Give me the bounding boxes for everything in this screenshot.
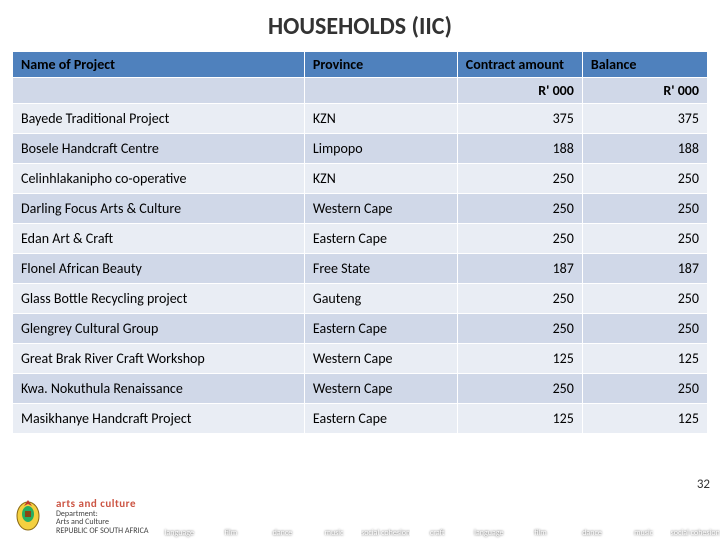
- footer-tile: language: [464, 494, 514, 540]
- footer-tile-label: language: [165, 528, 194, 540]
- footer-image-strip: language film dance music social cohesion cra…: [154, 494, 720, 540]
- cell-balance: 250: [582, 314, 707, 344]
- cell-contract: 250: [457, 224, 582, 254]
- footer-tile: film: [206, 494, 256, 540]
- cell-province: Western Cape: [304, 374, 457, 404]
- cell-province: Western Cape: [304, 194, 457, 224]
- footer-tile: dance: [567, 494, 617, 540]
- cell-name: Kwa. Nokuthula Renaissance: [13, 374, 305, 404]
- table-row: Celinhlakanipho co-operativeKZN250250: [13, 164, 708, 194]
- cell-name: Celinhlakanipho co-operative: [13, 164, 305, 194]
- cell-contract: 250: [457, 194, 582, 224]
- cell-name: Bosele Handcraft Centre: [13, 134, 305, 164]
- footer-tile-label: dance: [582, 528, 602, 540]
- table-header-row: Name of Project Province Contract amount…: [13, 52, 708, 78]
- col-header-province: Province: [304, 52, 457, 78]
- cell-province: Eastern Cape: [304, 404, 457, 434]
- dept-brand: arts and culture: [56, 498, 148, 510]
- table-row: Edan Art & CraftEastern Cape250250: [13, 224, 708, 254]
- footer-tile-label: dance: [273, 528, 293, 540]
- cell-contract: 250: [457, 374, 582, 404]
- footer-tile: dance: [258, 494, 308, 540]
- cell-balance: 188: [582, 134, 707, 164]
- cell-balance: 250: [582, 224, 707, 254]
- footer-tile: film: [516, 494, 566, 540]
- cell-balance: 250: [582, 374, 707, 404]
- table-subheader-row: R' 000 R' 000: [13, 78, 708, 104]
- footer-tile: music: [619, 494, 669, 540]
- cell-province: Free State: [304, 254, 457, 284]
- subheader-unit-contract: R' 000: [457, 78, 582, 104]
- cell-province: KZN: [304, 104, 457, 134]
- cell-contract: 188: [457, 134, 582, 164]
- cell-contract: 250: [457, 314, 582, 344]
- cell-balance: 125: [582, 344, 707, 374]
- cell-balance: 125: [582, 404, 707, 434]
- cell-balance: 250: [582, 164, 707, 194]
- footer-tile: social cohesion: [670, 494, 720, 540]
- slide: HOUSEHOLDS (IIC) Name of Project Provinc…: [0, 0, 720, 540]
- cell-contract: 375: [457, 104, 582, 134]
- footer-tile-label: film: [225, 528, 237, 540]
- cell-balance: 187: [582, 254, 707, 284]
- subheader-blank-2: [304, 78, 457, 104]
- cell-contract: 125: [457, 344, 582, 374]
- cell-province: Gauteng: [304, 284, 457, 314]
- table-row: Darling Focus Arts & CultureWestern Cape…: [13, 194, 708, 224]
- cell-balance: 375: [582, 104, 707, 134]
- footer-tile: language: [154, 494, 204, 540]
- footer: arts and culture Department: Arts and Cu…: [0, 490, 720, 540]
- table-row: Bosele Handcraft CentreLimpopo188188: [13, 134, 708, 164]
- col-header-name: Name of Project: [13, 52, 305, 78]
- footer-tile-label: craft: [430, 528, 445, 540]
- col-header-balance: Balance: [582, 52, 707, 78]
- subheader-blank-1: [13, 78, 305, 104]
- cell-contract: 250: [457, 164, 582, 194]
- dept-line3: REPUBLIC OF SOUTH AFRICA: [56, 527, 148, 536]
- cell-name: Bayede Traditional Project: [13, 104, 305, 134]
- subheader-unit-balance: R' 000: [582, 78, 707, 104]
- cell-balance: 250: [582, 284, 707, 314]
- cell-name: Masikhanye Handcraft Project: [13, 404, 305, 434]
- table-row: Great Brak River Craft WorkshopWestern C…: [13, 344, 708, 374]
- footer-tile: craft: [412, 494, 462, 540]
- projects-table: Name of Project Province Contract amount…: [12, 51, 708, 434]
- coat-of-arms-icon: [4, 490, 52, 538]
- table-row: Bayede Traditional ProjectKZN375375: [13, 104, 708, 134]
- cell-name: Edan Art & Craft: [13, 224, 305, 254]
- cell-province: Eastern Cape: [304, 314, 457, 344]
- cell-name: Flonel African Beauty: [13, 254, 305, 284]
- table-body: Bayede Traditional ProjectKZN375375Bosel…: [13, 104, 708, 434]
- table-row: Masikhanye Handcraft ProjectEastern Cape…: [13, 404, 708, 434]
- footer-tile-label: music: [634, 528, 653, 540]
- table-row: Glengrey Cultural GroupEastern Cape25025…: [13, 314, 708, 344]
- footer-tile: music: [309, 494, 359, 540]
- footer-tile-label: music: [325, 528, 344, 540]
- cell-name: Glengrey Cultural Group: [13, 314, 305, 344]
- cell-contract: 125: [457, 404, 582, 434]
- table-row: Kwa. Nokuthula RenaissanceWestern Cape25…: [13, 374, 708, 404]
- footer-tile: social cohesion: [361, 494, 411, 540]
- cell-name: Darling Focus Arts & Culture: [13, 194, 305, 224]
- cell-province: Western Cape: [304, 344, 457, 374]
- cell-province: KZN: [304, 164, 457, 194]
- cell-province: Limpopo: [304, 134, 457, 164]
- cell-name: Glass Bottle Recycling project: [13, 284, 305, 314]
- cell-name: Great Brak River Craft Workshop: [13, 344, 305, 374]
- page-title: HOUSEHOLDS (IIC): [0, 12, 720, 41]
- cell-contract: 187: [457, 254, 582, 284]
- table-row: Glass Bottle Recycling projectGauteng250…: [13, 284, 708, 314]
- department-label: arts and culture Department: Arts and Cu…: [56, 498, 148, 540]
- footer-tile-label: language: [474, 528, 503, 540]
- cell-province: Eastern Cape: [304, 224, 457, 254]
- col-header-contract: Contract amount: [457, 52, 582, 78]
- table-row: Flonel African BeautyFree State187187: [13, 254, 708, 284]
- footer-tile-label: social cohesion: [361, 528, 410, 540]
- footer-tile-label: film: [534, 528, 546, 540]
- cell-contract: 250: [457, 284, 582, 314]
- cell-balance: 250: [582, 194, 707, 224]
- footer-tile-label: social cohesion: [671, 528, 720, 540]
